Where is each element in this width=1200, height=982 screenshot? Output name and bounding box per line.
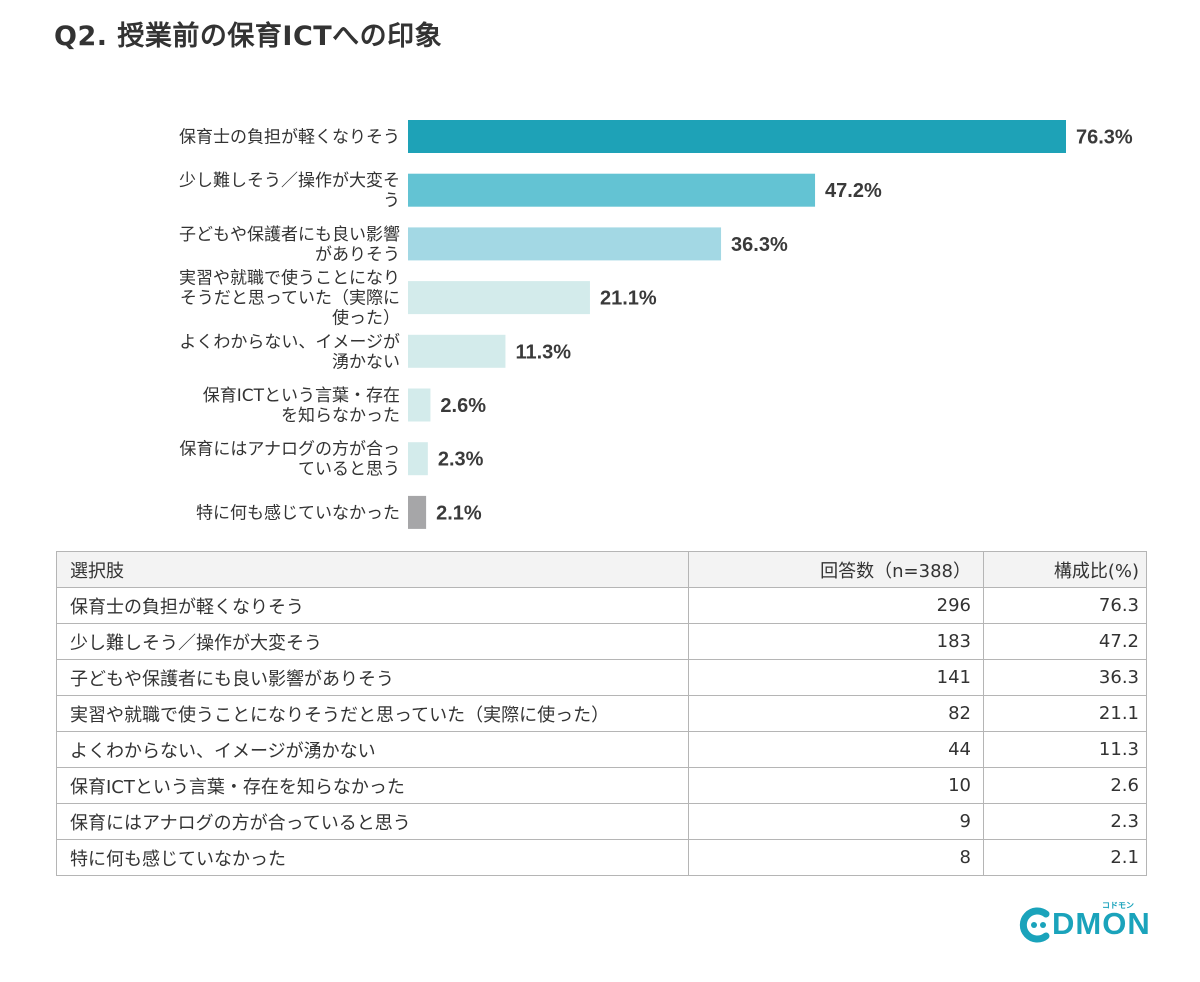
results-table: 選択肢 回答数（n=388） 構成比(%) 保育士の負担が軽くなりそう 296 76… xyxy=(56,551,1147,876)
category-label: よくわからない、イメージが xyxy=(179,332,400,352)
bar-value-label: 2.3% xyxy=(438,449,484,471)
bar-value-label: 76.3% xyxy=(1076,127,1133,149)
bar-value-label: 11.3% xyxy=(515,341,571,363)
header-ratio: 構成比(%) xyxy=(983,551,1147,588)
cell-count: 8 xyxy=(688,839,984,876)
cell-count: 10 xyxy=(688,767,984,804)
codmon-logo: コドモン DMON xyxy=(1016,900,1164,950)
table-row: 子どもや保護者にも良い影響がありそう 141 36.3 xyxy=(56,659,1147,696)
logo-text: DMON xyxy=(1052,906,1151,941)
table-row: 保育ICTという言葉・存在を知らなかった 10 2.6 xyxy=(56,767,1147,804)
bar xyxy=(408,227,722,261)
cell-count: 296 xyxy=(688,587,984,624)
cell-ratio: 76.3 xyxy=(983,587,1147,624)
header-choice: 選択肢 xyxy=(56,551,689,588)
cell-choice: 少し難しそう／操作が大変そう xyxy=(56,623,689,660)
category-label: がありそう xyxy=(315,245,400,265)
table-row: 保育士の負担が軽くなりそう 296 76.3 xyxy=(56,587,1147,624)
cell-choice: 子どもや保護者にも良い影響がありそう xyxy=(56,659,689,696)
logo-tagline: コドモン xyxy=(1102,901,1134,910)
cell-count: 9 xyxy=(688,803,984,840)
bar xyxy=(408,120,1066,153)
bar xyxy=(408,388,431,422)
category-label: 特に何も感じていなかった xyxy=(196,503,400,523)
bar xyxy=(408,442,428,476)
category-label: を知らなかった xyxy=(281,406,400,426)
category-label: ていると思う xyxy=(298,460,400,480)
bar xyxy=(408,334,506,368)
cell-count: 44 xyxy=(688,731,984,768)
category-label: 保育ICTという言葉・存在 xyxy=(203,386,400,406)
cell-ratio: 47.2 xyxy=(983,623,1147,660)
category-label: 少し難しそう／操作が大変そ xyxy=(179,171,400,191)
page-title: Q2. 授業前の保育ICTへの印象 xyxy=(54,21,443,52)
category-label: 湧かない xyxy=(332,352,400,372)
table-header-row: 選択肢 回答数（n=388） 構成比(%) xyxy=(56,551,1147,588)
category-label: 使った） xyxy=(332,308,400,329)
cell-choice: 特に何も感じていなかった xyxy=(56,839,689,876)
table-row: 特に何も感じていなかった 8 2.1 xyxy=(56,839,1147,876)
cell-choice: 保育士の負担が軽くなりそう xyxy=(56,587,689,624)
cell-ratio: 2.3 xyxy=(983,803,1147,840)
category-label: う xyxy=(383,191,400,211)
cell-count: 141 xyxy=(688,659,984,696)
category-label: 実習や就職で使うことになり xyxy=(179,268,400,289)
bar xyxy=(408,173,816,207)
cell-ratio: 2.1 xyxy=(983,839,1147,876)
cell-choice: 保育ICTという言葉・存在を知らなかった xyxy=(56,767,689,804)
bar-value-label: 36.3% xyxy=(731,234,788,256)
category-label: そうだと思っていた（実際に xyxy=(180,289,400,309)
bar-value-label: 21.1% xyxy=(600,288,657,310)
header-count: 回答数（n=388） xyxy=(688,551,984,588)
cell-count: 183 xyxy=(688,623,984,660)
table-row: 少し難しそう／操作が大変そう 183 47.2 xyxy=(56,623,1147,660)
cell-choice: 実習や就職で使うことになりそうだと思っていた（実際に使った） xyxy=(56,695,689,732)
table-row: 実習や就職で使うことになりそうだと思っていた（実際に使った） 82 21.1 xyxy=(56,695,1147,732)
bar-value-label: 2.6% xyxy=(440,395,486,417)
cell-ratio: 36.3 xyxy=(983,659,1147,696)
bar xyxy=(408,281,590,315)
bar-value-label: 47.2% xyxy=(825,180,882,202)
bar xyxy=(408,495,427,529)
logo-mark-icon xyxy=(1019,907,1050,943)
table-row: 保育にはアナログの方が合っていると思う 9 2.3 xyxy=(56,803,1147,840)
cell-choice: よくわからない、イメージが湧かない xyxy=(56,731,689,768)
category-label: 保育にはアナログの方が合っ xyxy=(179,440,400,460)
cell-choice: 保育にはアナログの方が合っていると思う xyxy=(56,803,689,840)
category-label: 保育士の負担が軽くなりそう xyxy=(179,128,400,148)
category-label: 子どもや保護者にも良い影響 xyxy=(179,225,400,245)
bar-value-label: 2.1% xyxy=(436,502,482,524)
cell-count: 82 xyxy=(688,695,984,732)
cell-ratio: 11.3 xyxy=(983,731,1147,768)
cell-ratio: 21.1 xyxy=(983,695,1147,732)
table-row: よくわからない、イメージが湧かない 44 11.3 xyxy=(56,731,1147,768)
cell-ratio: 2.6 xyxy=(983,767,1147,804)
bar-chart: 76.3% 保育士の負担が軽くなりそう 47.2% 少し難しそう／操作が大変そう 36.… xyxy=(179,120,1133,529)
